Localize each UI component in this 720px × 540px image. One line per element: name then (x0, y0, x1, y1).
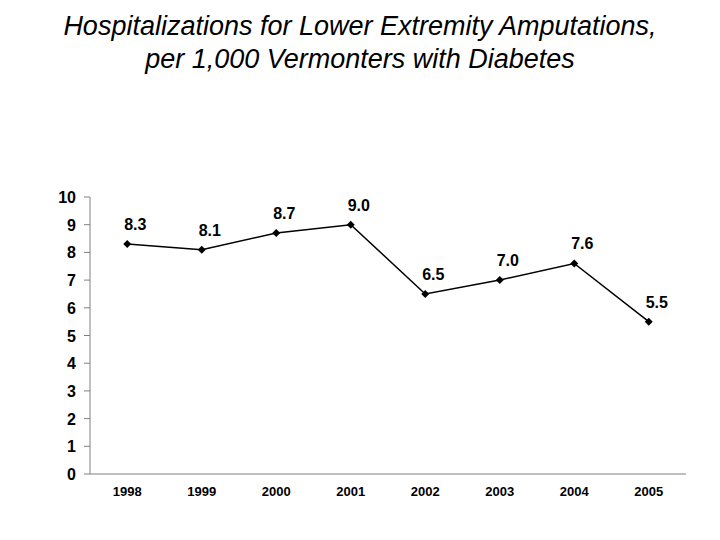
y-tick (84, 280, 90, 281)
plot-area (123, 221, 653, 326)
y-tick (84, 363, 90, 364)
data-label: 7.6 (571, 235, 593, 252)
x-tick-label: 1998 (113, 484, 142, 499)
y-tick-label: 7 (67, 272, 76, 289)
x-axis (90, 474, 686, 475)
data-label: 6.5 (422, 266, 444, 283)
y-tick (84, 418, 90, 419)
marker (272, 229, 280, 237)
y-tick-label: 3 (67, 383, 76, 400)
y-tick-label: 4 (67, 355, 76, 372)
y-tick-label: 9 (67, 217, 76, 234)
marker (570, 259, 578, 267)
data-line (127, 225, 649, 322)
marker (421, 290, 429, 298)
marker (645, 318, 653, 326)
marker (347, 221, 355, 229)
data-label: 8.1 (199, 222, 221, 239)
data-label: 7.0 (497, 252, 519, 269)
x-tick-label: 2001 (336, 484, 365, 499)
x-tick-label: 2005 (634, 484, 663, 499)
y-tick (84, 224, 90, 225)
y-tick-label: 10 (58, 189, 76, 206)
x-tick-label: 2003 (485, 484, 514, 499)
data-label: 8.7 (273, 205, 295, 222)
y-tick-label: 2 (67, 411, 76, 428)
data-label: 5.5 (646, 294, 668, 311)
y-tick-label: 1 (67, 438, 76, 455)
y-tick-label: 8 (67, 244, 76, 261)
marker (123, 240, 131, 248)
y-tick-label: 0 (67, 466, 76, 483)
x-tick-label: 2000 (262, 484, 291, 499)
marker (496, 276, 504, 284)
x-tick-label: 2004 (560, 484, 590, 499)
y-tick (84, 446, 90, 447)
y-tick (84, 252, 90, 253)
x-tick-label: 2002 (411, 484, 440, 499)
y-tick-label: 6 (67, 300, 76, 317)
y-tick-label: 5 (67, 328, 76, 345)
y-tick (84, 474, 90, 475)
chart: 0 1 2 3 4 5 6 7 8 9 10 1998 1999 2000 2001 2002 2003 2004… (0, 0, 720, 540)
y-tick (84, 390, 90, 391)
data-label: 8.3 (124, 216, 146, 233)
x-tick-label: 1999 (187, 484, 216, 499)
y-tick (84, 197, 90, 198)
title: Hospitalizations for Lower Extremity Amp… (0, 10, 720, 76)
data-label: 9.0 (348, 197, 370, 214)
y-tick (84, 335, 90, 336)
marker (198, 246, 206, 254)
y-tick (84, 307, 90, 308)
